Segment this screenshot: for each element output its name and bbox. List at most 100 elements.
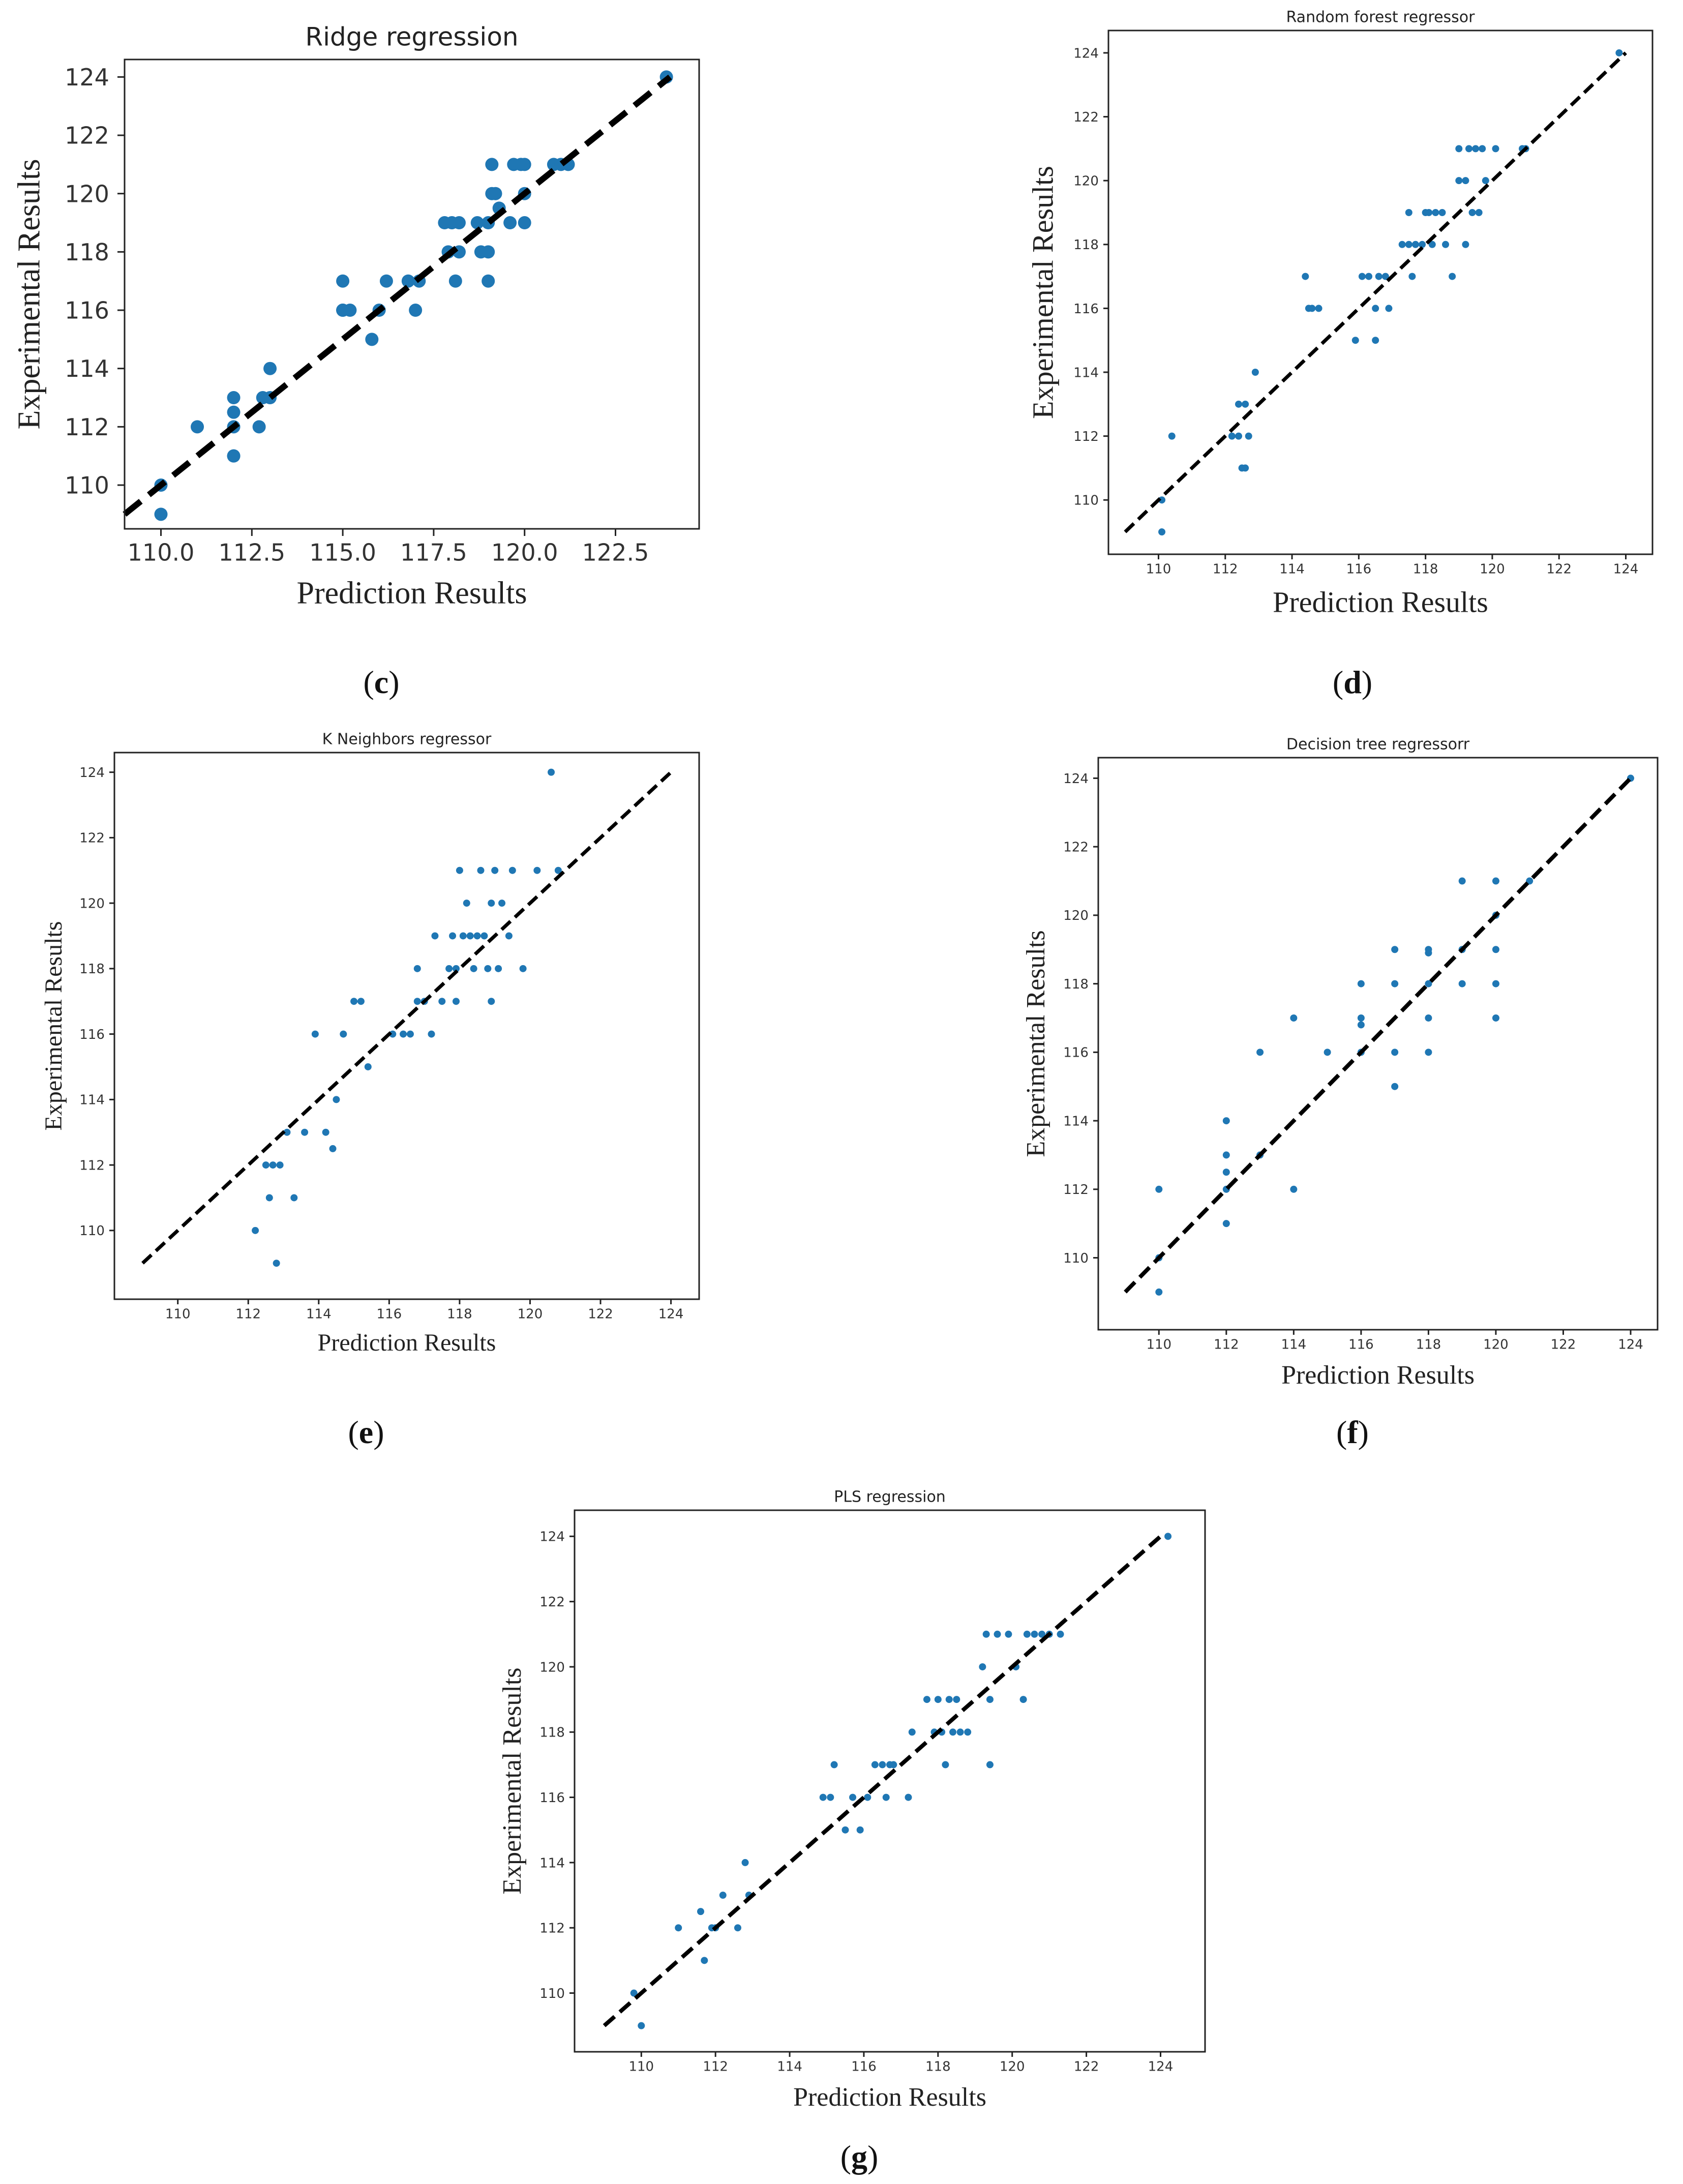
- y-tick-label: 110: [1073, 493, 1099, 508]
- scatter-point: [1155, 1288, 1163, 1296]
- scatter-point: [482, 274, 495, 288]
- x-tick-label: 110: [165, 1306, 191, 1322]
- scatter-point: [364, 1063, 372, 1070]
- scatter-point: [934, 1696, 942, 1703]
- scatter-point: [365, 333, 379, 346]
- scatter-point: [484, 965, 492, 972]
- scatter-point: [413, 998, 421, 1005]
- x-tick-label: 124: [1618, 1337, 1643, 1352]
- scatter-point: [1381, 273, 1389, 280]
- x-tick-label: 116: [1348, 1337, 1374, 1352]
- scatter-point: [1222, 1220, 1230, 1228]
- scatter-point: [485, 158, 499, 171]
- x-tick-label: 124: [1148, 2059, 1174, 2074]
- x-tick-label: 118: [447, 1306, 472, 1322]
- scatter-point: [488, 900, 495, 907]
- scatter-point: [953, 1696, 960, 1703]
- x-tick-label: 118: [1416, 1337, 1441, 1352]
- y-tick-label: 114: [1073, 365, 1099, 380]
- scatter-point: [864, 1793, 871, 1801]
- y-tick-label: 118: [539, 1725, 565, 1741]
- scatter-point: [401, 274, 415, 288]
- y-tick-label: 118: [65, 238, 109, 266]
- scatter-point: [227, 391, 241, 405]
- x-tick-label: 110.0: [128, 538, 195, 566]
- plot-frame: [1097, 757, 1659, 1331]
- scatter-point: [290, 1194, 298, 1202]
- scatter-point: [734, 1924, 741, 1932]
- x-tick-label: 116: [377, 1306, 402, 1322]
- x-tick-label: 124: [1613, 561, 1639, 577]
- x-tick-label: 114: [777, 2059, 802, 2074]
- y-tick-label: 122: [65, 122, 109, 149]
- scatter-point: [1492, 946, 1499, 953]
- scatter-point: [227, 405, 241, 419]
- scatter-point: [409, 304, 423, 317]
- scatter-point: [508, 866, 516, 874]
- scatter-point: [1449, 273, 1456, 280]
- scatter-point: [265, 1194, 273, 1202]
- scatter-point: [489, 187, 502, 200]
- chart-title: PLS regression: [834, 1488, 946, 1506]
- chart-panel-e: K Neighbors regressor 110 112 114 116 118 120 1…: [0, 722, 722, 1373]
- scatter-point: [1290, 1185, 1298, 1193]
- scatter-point: [1251, 369, 1259, 376]
- scatter-point: [333, 1096, 340, 1103]
- chart-panel-f: Decision tree regressorr 110 112 114 116 118 1…: [997, 727, 1678, 1403]
- scatter-point: [357, 998, 365, 1005]
- y-axis-label: Experimental Results: [40, 921, 67, 1131]
- y-tick-label: 112: [65, 413, 109, 441]
- y-tick-label: 114: [539, 1856, 565, 1871]
- x-tick-label: 112: [1214, 1337, 1239, 1352]
- scatter-point: [283, 1128, 291, 1136]
- scatter-point: [871, 1761, 879, 1769]
- plot-frame: [124, 58, 700, 530]
- scatter-point: [1462, 177, 1469, 185]
- scatter-point: [1492, 980, 1499, 988]
- x-tick-label: 122: [1546, 561, 1572, 577]
- scatter-point: [882, 1793, 890, 1801]
- identity-line: [1124, 776, 1632, 1294]
- scatter-point: [449, 932, 457, 940]
- identity-line: [603, 1535, 1162, 2027]
- y-tick-label: 114: [79, 1093, 105, 1108]
- y-tick-label: 116: [79, 1027, 105, 1042]
- x-tick-label: 122.5: [582, 538, 649, 566]
- scatter-point: [336, 274, 350, 288]
- scatter-point: [322, 1128, 329, 1136]
- chart-panel-c: Ridge regression 110.0 112.5 115.0 117.5 120.…: [0, 10, 732, 686]
- scatter-point: [519, 965, 527, 972]
- scatter-point: [1164, 1533, 1172, 1540]
- scatter-point: [630, 1989, 638, 1997]
- chart-panel-d: Random forest regressor 110 112 114 116 118 12…: [997, 5, 1668, 666]
- x-tick-label: 118: [925, 2059, 951, 2074]
- scatter-point: [252, 1226, 259, 1234]
- x-tick-label: 110: [628, 2059, 654, 2074]
- plot-frame: [574, 1509, 1206, 2053]
- scatter-point: [389, 1030, 397, 1038]
- y-tick-label: 124: [65, 64, 109, 91]
- scatter-point: [1425, 1049, 1432, 1056]
- scatter-point: [638, 2022, 645, 2029]
- y-tick-label: 120: [1073, 174, 1099, 189]
- y-tick-label: 116: [65, 297, 109, 324]
- scatter-point: [956, 1728, 964, 1736]
- scatter-point: [263, 362, 277, 375]
- scatter-point: [1290, 1014, 1298, 1022]
- identity-line: [123, 74, 672, 517]
- scatter-point: [1019, 1696, 1027, 1703]
- x-tick-label: 112: [1213, 561, 1238, 577]
- scatter-point: [470, 965, 477, 972]
- scatter-point: [1432, 208, 1439, 216]
- plot-frame: [113, 752, 700, 1300]
- scatter-point: [675, 1924, 682, 1932]
- x-tick-label: 115.0: [309, 538, 376, 566]
- scatter-point: [1351, 337, 1359, 344]
- y-tick-label: 120: [1063, 908, 1089, 923]
- scatter-point: [1308, 305, 1316, 312]
- scatter-point: [498, 900, 506, 907]
- scatter-point: [1479, 145, 1486, 153]
- scatter-point: [505, 932, 513, 940]
- scatter-point: [301, 1128, 309, 1136]
- scatter-point: [1425, 980, 1432, 988]
